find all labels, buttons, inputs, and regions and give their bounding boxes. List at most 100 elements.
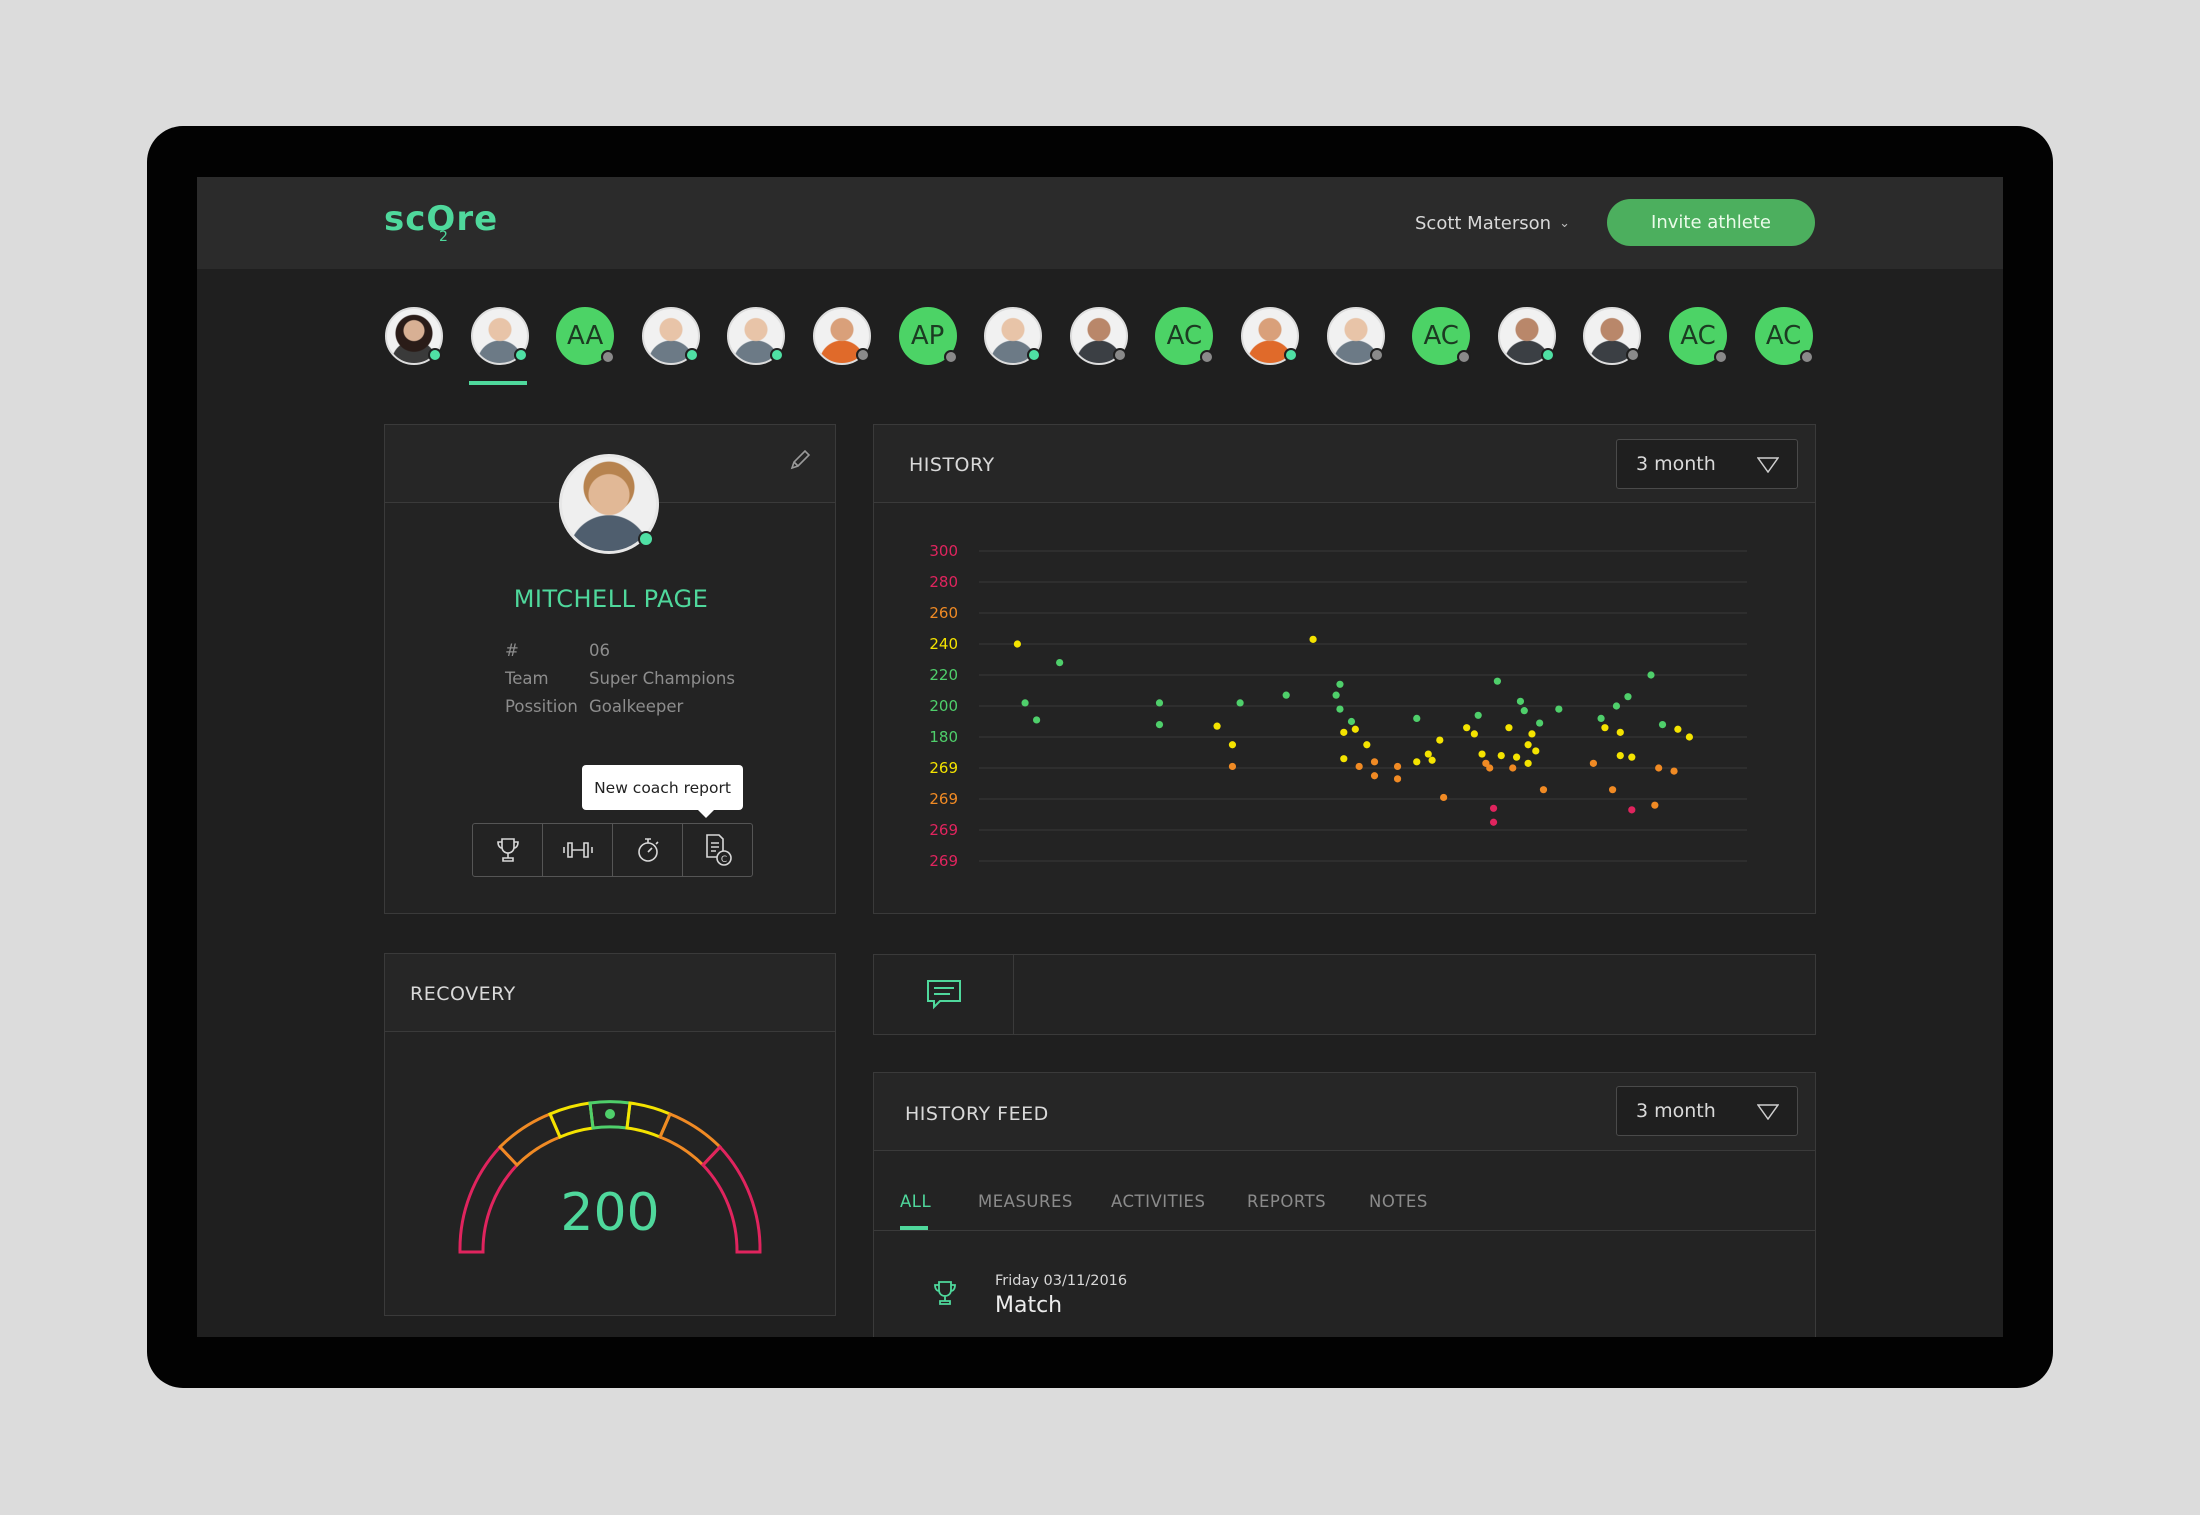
data-point[interactable]	[1536, 719, 1544, 727]
data-point[interactable]	[1647, 671, 1655, 679]
data-point[interactable]	[1393, 775, 1402, 783]
data-point[interactable]	[1428, 756, 1436, 764]
data-point[interactable]	[1685, 733, 1693, 741]
coach-report-button[interactable]: C	[683, 824, 752, 876]
data-point[interactable]	[1555, 705, 1563, 713]
data-point[interactable]	[1528, 730, 1536, 738]
data-point[interactable]	[1033, 716, 1041, 724]
data-point[interactable]	[1505, 724, 1513, 732]
data-point[interactable]	[1493, 677, 1501, 685]
data-point[interactable]	[1539, 786, 1548, 794]
data-point[interactable]	[1674, 725, 1682, 733]
data-point[interactable]	[1213, 722, 1221, 730]
data-point[interactable]	[1616, 728, 1624, 736]
tab-measures[interactable]: MEASURES	[978, 1192, 1073, 1211]
athlete-avatar[interactable]: AP	[898, 307, 958, 365]
data-point[interactable]	[1282, 691, 1290, 699]
tab-reports[interactable]: REPORTS	[1247, 1192, 1327, 1211]
data-point[interactable]	[1309, 635, 1317, 643]
data-point[interactable]	[1436, 736, 1444, 744]
data-point[interactable]	[1470, 730, 1478, 738]
trophy-button[interactable]	[473, 824, 543, 876]
data-point[interactable]	[1601, 724, 1609, 732]
data-point[interactable]	[1347, 717, 1356, 726]
data-point[interactable]	[1628, 753, 1636, 761]
data-point[interactable]	[1516, 697, 1525, 705]
athlete-avatar[interactable]: AC	[1155, 307, 1215, 365]
data-point[interactable]	[1413, 758, 1421, 766]
data-point[interactable]	[1670, 767, 1678, 775]
data-point[interactable]	[1524, 741, 1532, 749]
data-point[interactable]	[1489, 818, 1498, 826]
data-point[interactable]	[1336, 705, 1344, 713]
data-point[interactable]	[1351, 725, 1359, 733]
data-point[interactable]	[1497, 752, 1505, 760]
data-point[interactable]	[1658, 721, 1667, 729]
athlete-avatar[interactable]	[813, 307, 871, 365]
athlete-avatar[interactable]: AC	[1754, 307, 1814, 365]
data-point[interactable]	[1340, 728, 1348, 736]
data-point[interactable]	[1520, 707, 1528, 715]
data-point[interactable]	[1370, 758, 1379, 766]
data-point[interactable]	[1612, 702, 1621, 710]
athlete-avatar[interactable]	[1241, 307, 1299, 365]
data-point[interactable]	[1609, 786, 1617, 794]
data-point[interactable]	[1440, 793, 1448, 802]
athlete-avatar[interactable]	[641, 307, 700, 365]
data-point[interactable]	[1013, 640, 1021, 648]
data-point[interactable]	[1513, 753, 1521, 761]
data-point[interactable]	[1363, 741, 1371, 749]
athlete-avatar[interactable]: AC	[1412, 307, 1472, 365]
athlete-avatar[interactable]	[470, 307, 529, 365]
data-point[interactable]	[1655, 764, 1663, 772]
athlete-avatar[interactable]	[1069, 307, 1128, 365]
data-point[interactable]	[1056, 659, 1064, 667]
athlete-avatar[interactable]	[984, 307, 1043, 365]
history-range-select[interactable]: 3 month	[1616, 439, 1798, 489]
workout-button[interactable]	[543, 824, 613, 876]
data-point[interactable]	[1413, 714, 1421, 722]
timer-button[interactable]	[613, 824, 683, 876]
data-point[interactable]	[1228, 741, 1237, 749]
tab-activities[interactable]: ACTIVITIES	[1111, 1192, 1206, 1211]
score-logo[interactable]: scOre 2	[384, 199, 499, 245]
user-menu[interactable]: Scott Materson ⌄	[1415, 213, 1570, 234]
data-point[interactable]	[1370, 772, 1379, 780]
data-point[interactable]	[1228, 762, 1237, 771]
data-point[interactable]	[1597, 714, 1605, 722]
data-point[interactable]	[1393, 762, 1402, 771]
data-point[interactable]	[1332, 691, 1340, 699]
data-point[interactable]	[1509, 764, 1517, 772]
data-point[interactable]	[1021, 699, 1029, 707]
data-point[interactable]	[1463, 724, 1471, 732]
data-point[interactable]	[1424, 750, 1432, 758]
data-point[interactable]	[1155, 721, 1164, 729]
athlete-avatar[interactable]	[1497, 307, 1556, 365]
data-point[interactable]	[1524, 759, 1532, 767]
athlete-avatar[interactable]	[1583, 307, 1642, 365]
athlete-avatar[interactable]	[1326, 307, 1385, 365]
edit-icon[interactable]	[787, 447, 813, 473]
data-point[interactable]	[1532, 747, 1540, 755]
data-point[interactable]	[1355, 762, 1363, 771]
tab-all[interactable]: ALL	[900, 1192, 932, 1211]
data-point[interactable]	[1489, 804, 1498, 812]
data-point[interactable]	[1628, 806, 1636, 814]
data-point[interactable]	[1589, 759, 1597, 767]
data-point[interactable]	[1236, 699, 1244, 707]
athlete-avatar[interactable]: AA	[556, 307, 616, 365]
data-point[interactable]	[1624, 693, 1632, 701]
data-point[interactable]	[1478, 750, 1486, 758]
data-point[interactable]	[1336, 680, 1344, 688]
tab-notes[interactable]: NOTES	[1369, 1192, 1428, 1211]
data-point[interactable]	[1155, 699, 1164, 707]
data-point[interactable]	[1486, 764, 1494, 772]
data-point[interactable]	[1651, 801, 1659, 809]
data-point[interactable]	[1340, 755, 1348, 763]
data-point[interactable]	[1616, 752, 1624, 760]
athlete-avatar[interactable]: AC	[1669, 307, 1728, 365]
invite-athlete-button[interactable]: Invite athlete	[1607, 199, 1815, 246]
data-point[interactable]	[1474, 711, 1482, 719]
feed-range-select[interactable]: 3 month	[1616, 1086, 1798, 1136]
athlete-avatar[interactable]	[727, 307, 786, 365]
